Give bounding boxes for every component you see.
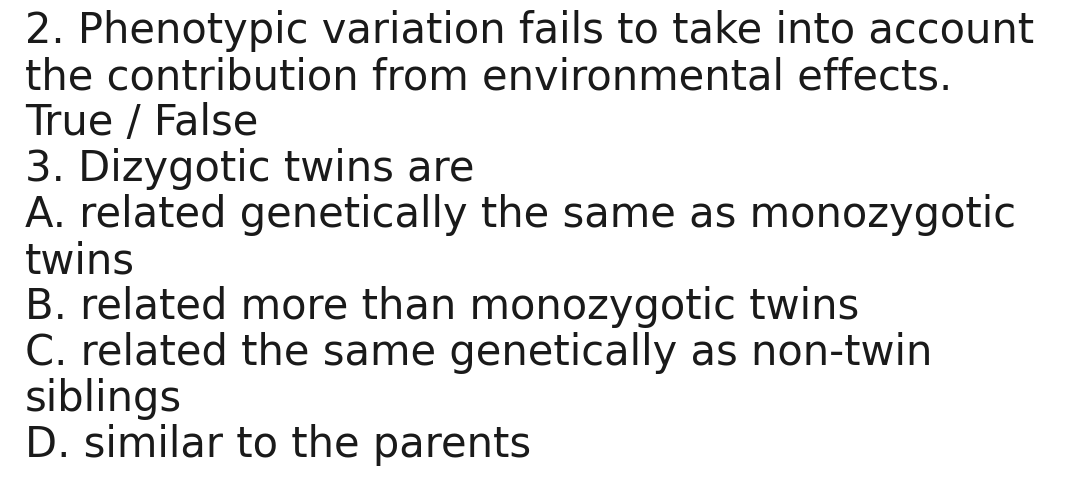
Text: A. related genetically the same as monozygotic: A. related genetically the same as monoz… (25, 194, 1016, 236)
Text: C. related the same genetically as non-twin: C. related the same genetically as non-t… (25, 332, 932, 374)
Text: the contribution from environmental effects.: the contribution from environmental effe… (25, 56, 953, 98)
Text: siblings: siblings (25, 378, 183, 420)
Text: 2. Phenotypic variation fails to take into account: 2. Phenotypic variation fails to take in… (25, 10, 1035, 52)
Text: D. similar to the parents: D. similar to the parents (25, 424, 531, 466)
Text: twins: twins (25, 240, 135, 282)
Text: True / False: True / False (25, 102, 258, 144)
Text: 3. Dizygotic twins are: 3. Dizygotic twins are (25, 148, 474, 190)
Text: B. related more than monozygotic twins: B. related more than monozygotic twins (25, 286, 860, 328)
